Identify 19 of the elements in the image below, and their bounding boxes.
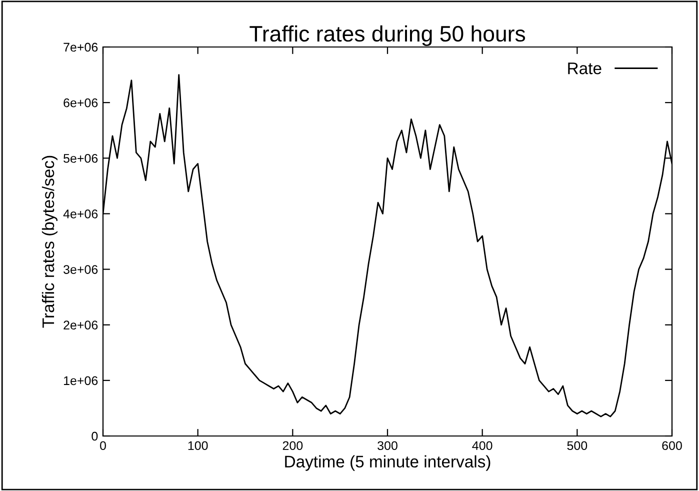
y-tick-label: 6e+06 <box>64 98 98 108</box>
x-tick-label: 400 <box>472 441 492 450</box>
y-axis-title: Traffic rates (bytes/sec) <box>42 156 58 328</box>
y-tick-label: 3e+06 <box>64 265 98 274</box>
x-axis-title: Daytime (5 minute intervals) <box>285 455 490 471</box>
y-tick-label: 7e+06 <box>64 42 98 52</box>
chart-title: Traffic rates during 50 hours <box>250 25 526 46</box>
y-tick-label: 5e+06 <box>64 154 98 163</box>
legend-label: Rate <box>568 62 602 74</box>
x-tick-label: 500 <box>567 441 588 450</box>
x-tick-label: 0 <box>100 441 106 450</box>
x-tick-label: 200 <box>282 441 303 450</box>
x-tick-label: 300 <box>378 441 398 450</box>
x-tick-label: 600 <box>662 441 682 450</box>
x-tick-label: 100 <box>188 441 208 450</box>
y-tick-label: 1e+06 <box>64 376 98 386</box>
y-tick-label: 4e+06 <box>63 210 98 218</box>
y-tick-label: 0 <box>92 432 98 441</box>
y-tick-label: 2e+06 <box>64 320 98 330</box>
